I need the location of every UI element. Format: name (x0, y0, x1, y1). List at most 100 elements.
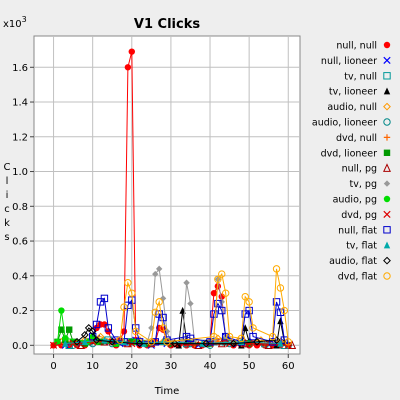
data-point (214, 299, 222, 308)
data-point (245, 339, 253, 348)
legend-entry-label: null, lioneer (321, 56, 377, 67)
data-point (218, 270, 226, 278)
data-point (159, 324, 167, 332)
data-point (187, 300, 194, 307)
data-point (163, 338, 171, 346)
legend-marker (383, 102, 391, 111)
data-point (210, 289, 218, 297)
y-axis-label-letter: l (6, 176, 9, 187)
series-15 (116, 265, 292, 346)
data-point (221, 332, 230, 341)
data-point (100, 294, 109, 303)
y-axis-label-letter: C (4, 162, 11, 173)
legend-marker (383, 41, 391, 49)
data-point (268, 338, 277, 346)
y-multiplier-label: x103 (3, 15, 27, 30)
legend-marker (383, 272, 391, 280)
data-point (92, 336, 101, 345)
data-point (170, 339, 179, 348)
y-axis-label-letter: i (6, 190, 9, 201)
data-point (288, 340, 297, 350)
data-point (218, 306, 226, 315)
y-axis-label-letter: s (4, 232, 9, 243)
x-axis-label: Time (154, 386, 179, 397)
data-point (218, 298, 225, 306)
x-tick-label: 30 (165, 361, 178, 372)
x-axis-ticks: 0 10 20 30 40 50 60 (50, 354, 295, 372)
x-tick-label: 0 (50, 361, 56, 372)
legend-entry-label: audio, flat (329, 256, 377, 267)
data-point (253, 337, 261, 346)
data-point (152, 270, 159, 278)
series-line (92, 297, 285, 343)
chart-title: V1 Clicks (134, 17, 200, 32)
data-point (229, 339, 238, 348)
x-tick-label: 10 (86, 361, 99, 372)
data-point (210, 310, 218, 318)
legend-entry-label: null, pg (342, 164, 377, 175)
data-point (108, 337, 117, 346)
y-tick-label: 1.0 (12, 167, 28, 178)
data-point (84, 324, 93, 332)
data-point (206, 338, 214, 346)
legend-marker (383, 180, 391, 187)
data-point (73, 337, 81, 346)
data-point (280, 306, 289, 315)
data-point (132, 327, 140, 336)
data-point (237, 334, 246, 343)
data-point (276, 308, 285, 316)
y-axis-ticks: 0.0 0.2 0.4 0.6 0.8 1.0 1.2 1.4 1.6 (12, 63, 34, 352)
data-point (69, 338, 77, 346)
y-multiplier-exponent: 3 (22, 15, 27, 24)
y-tick-label: 0.8 (12, 202, 28, 213)
legend-marker (383, 149, 391, 156)
legend-marker (383, 118, 391, 126)
data-point (147, 338, 156, 346)
data-point (277, 339, 284, 347)
y-axis-label: Clicks (4, 162, 11, 243)
data-point (81, 338, 89, 346)
legend-marker (383, 241, 391, 249)
data-point (124, 64, 132, 71)
data-point (120, 303, 128, 311)
data-point (104, 324, 113, 332)
data-point (116, 336, 124, 344)
y-tick-label: 1.2 (12, 132, 28, 143)
x-tick-label: 50 (243, 361, 256, 372)
legend-entry-label: tv, null (344, 71, 377, 82)
legend-entry-label: dvd, lioneer (321, 148, 378, 159)
legend-entry-label: dvd, null (336, 133, 377, 144)
data-point (284, 338, 292, 346)
legend-marker (383, 163, 391, 172)
data-point (268, 332, 277, 341)
legend-marker (383, 87, 391, 95)
legend-marker (383, 226, 391, 234)
y-tick-label: 0.2 (12, 306, 28, 317)
data-point (128, 48, 135, 55)
legend-entry-label: null, flat (338, 225, 377, 236)
data-point (159, 313, 167, 322)
y-tick-label: 0.0 (12, 341, 28, 352)
data-point (221, 289, 230, 297)
data-point (128, 289, 136, 297)
data-point (88, 332, 97, 341)
data-point (245, 306, 253, 315)
data-point (245, 298, 253, 306)
data-point (62, 335, 69, 342)
data-point (112, 336, 120, 344)
legend-entry-label: audio, pg (333, 195, 377, 206)
y-tick-label: 1.6 (12, 63, 28, 74)
data-point (214, 275, 222, 283)
data-point (155, 298, 163, 306)
x-tick-label: 40 (204, 361, 217, 372)
legend-entry-label: dvd, pg (341, 210, 377, 221)
data-point (69, 339, 77, 348)
x-tick-label: 20 (125, 361, 138, 372)
x-tick-label: 60 (282, 361, 295, 372)
legend-entry-label: tv, flat (346, 241, 377, 252)
data-point (272, 298, 281, 306)
data-point (88, 327, 97, 336)
series-12 (88, 294, 289, 346)
data-point (151, 308, 159, 316)
